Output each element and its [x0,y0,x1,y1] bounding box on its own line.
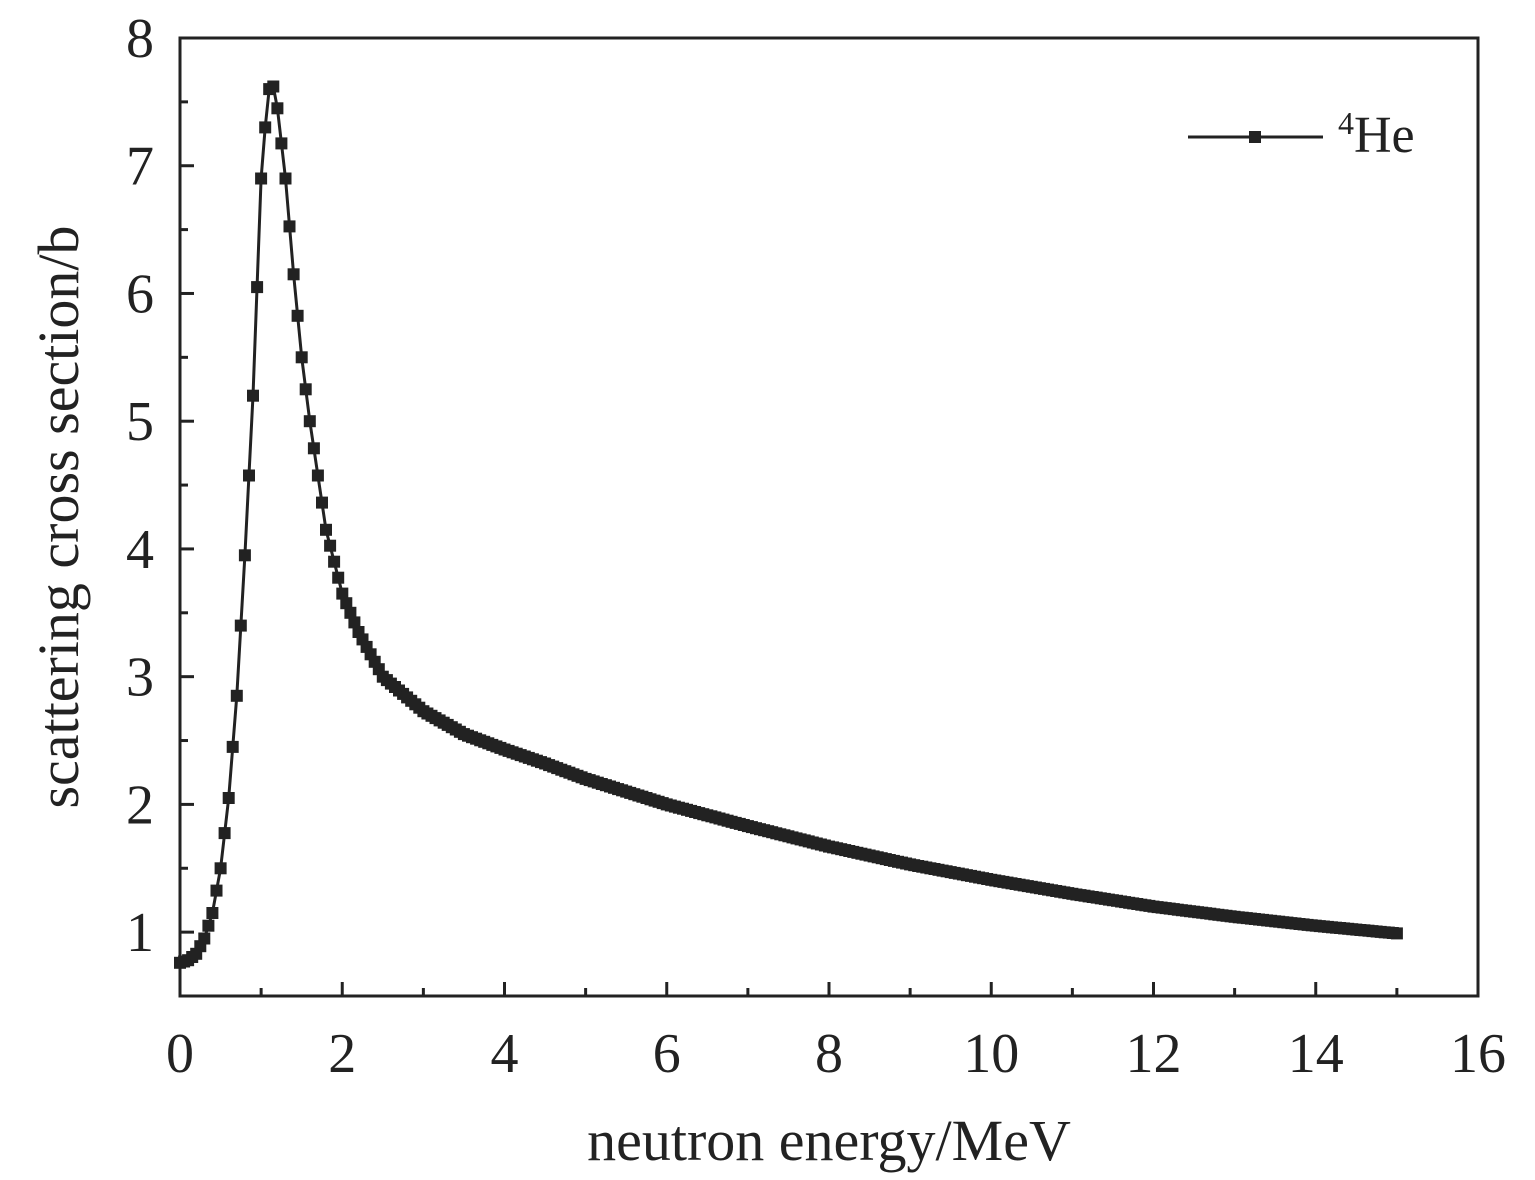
legend-label-name: He [1354,107,1415,164]
data-point [255,172,268,185]
data-point [243,469,255,482]
data-point [198,932,211,945]
x-tick-label: 0 [166,1023,194,1085]
data-point [1390,927,1403,940]
x-tick-label: 8 [815,1023,843,1085]
data-point [279,172,292,185]
data-point [344,606,357,619]
x-tick-label: 4 [491,1023,519,1085]
data-point [311,469,324,482]
data-point [226,740,239,753]
data-point [267,80,280,93]
x-axis-title: neutron energy/MeV [587,1108,1071,1173]
y-tick-label: 7 [126,136,154,198]
data-point [336,587,349,600]
data-point [234,619,247,632]
data-point [271,102,284,115]
legend-label-superscript: 4 [1338,105,1354,141]
y-tick-label: 1 [126,902,154,964]
x-tick-label: 16 [1450,1023,1506,1085]
y-tick-label: 4 [126,519,154,581]
series-layer [174,80,1403,969]
legend: 4He [1188,105,1415,164]
y-axis-title: scattering cross section/b [26,225,91,808]
y-tick-label: 2 [126,774,154,836]
y-tick-label: 6 [126,263,154,325]
y-tick-label: 5 [126,391,154,453]
data-point [259,121,272,134]
data-point [307,442,320,455]
x-tick-label: 10 [963,1023,1019,1085]
y-tick-label: 8 [126,8,154,70]
data-point [348,616,361,629]
data-point [206,907,219,919]
data-point [299,383,312,396]
data-point [291,309,304,322]
data-point [275,137,288,150]
x-tick-label: 2 [328,1023,356,1085]
data-point [247,389,259,402]
data-point [251,281,264,294]
data-point [283,220,296,233]
x-tick-label: 12 [1126,1023,1182,1085]
data-point [295,351,308,364]
data-point [210,884,223,897]
data-point [316,496,328,509]
data-point [214,862,227,875]
y-tick-label: 3 [126,647,154,709]
legend-label: 4He [1338,105,1415,164]
data-point [303,415,316,428]
data-point [340,597,353,610]
data-point [332,571,345,584]
data-point [218,827,231,840]
data-point [222,792,235,804]
data-point [202,919,215,932]
data-point [287,268,300,281]
x-tick-label: 14 [1288,1023,1344,1085]
axis-ticks [178,36,1480,996]
data-point [320,523,332,536]
data-point [324,539,337,552]
legend-marker [1249,131,1261,143]
data-point [238,549,251,562]
x-tick-label: 6 [653,1023,681,1085]
data-point [230,689,243,702]
data-point [328,555,341,568]
